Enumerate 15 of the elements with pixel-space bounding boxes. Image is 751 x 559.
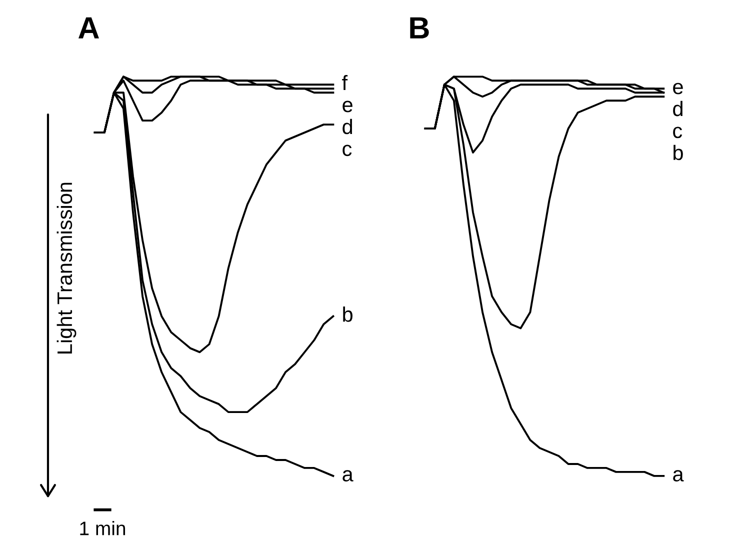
series-label: c	[342, 144, 352, 156]
series-label: d	[673, 100, 682, 116]
y-axis-title: Light Transmission	[56, 182, 76, 354]
chart-title: B	[410, 17, 429, 38]
series-label: e	[342, 100, 352, 112]
series-label: f	[342, 74, 348, 90]
series-label: c	[673, 126, 682, 138]
series-label: a	[673, 470, 684, 482]
series-label: e	[673, 82, 683, 94]
chart-title: A	[78, 17, 99, 38]
text: 1 min	[80, 520, 126, 536]
series-label: a	[342, 470, 354, 482]
series-label: b	[343, 306, 352, 322]
text: b	[674, 144, 683, 160]
series-label: d	[342, 118, 352, 134]
